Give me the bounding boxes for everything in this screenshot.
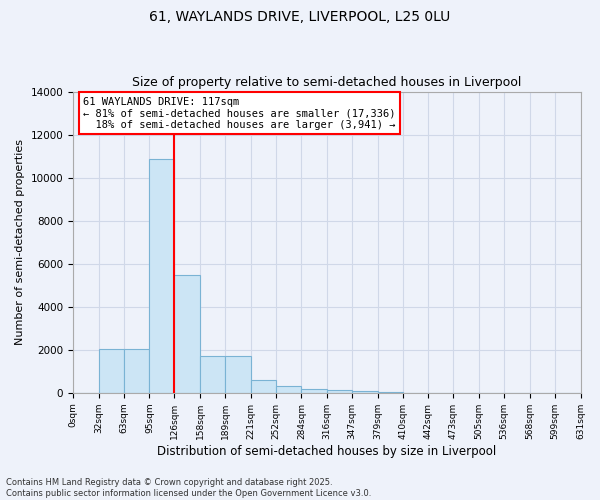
Bar [124,349,149,393]
Bar [352,390,378,393]
Bar [149,158,175,393]
Bar [175,274,200,393]
X-axis label: Distribution of semi-detached houses by size in Liverpool: Distribution of semi-detached houses by … [157,444,496,458]
Y-axis label: Number of semi-detached properties: Number of semi-detached properties [15,140,25,346]
Title: Size of property relative to semi-detached houses in Liverpool: Size of property relative to semi-detach… [132,76,521,90]
Bar [327,390,352,393]
Bar [301,388,327,393]
Bar [378,392,403,393]
Bar [251,380,275,393]
Bar [200,356,225,393]
Bar [225,356,251,393]
Bar [275,386,301,393]
Text: Contains HM Land Registry data © Crown copyright and database right 2025.
Contai: Contains HM Land Registry data © Crown c… [6,478,371,498]
Text: 61 WAYLANDS DRIVE: 117sqm
← 81% of semi-detached houses are smaller (17,336)
  1: 61 WAYLANDS DRIVE: 117sqm ← 81% of semi-… [83,96,395,130]
Bar [99,349,124,393]
Text: 61, WAYLANDS DRIVE, LIVERPOOL, L25 0LU: 61, WAYLANDS DRIVE, LIVERPOOL, L25 0LU [149,10,451,24]
